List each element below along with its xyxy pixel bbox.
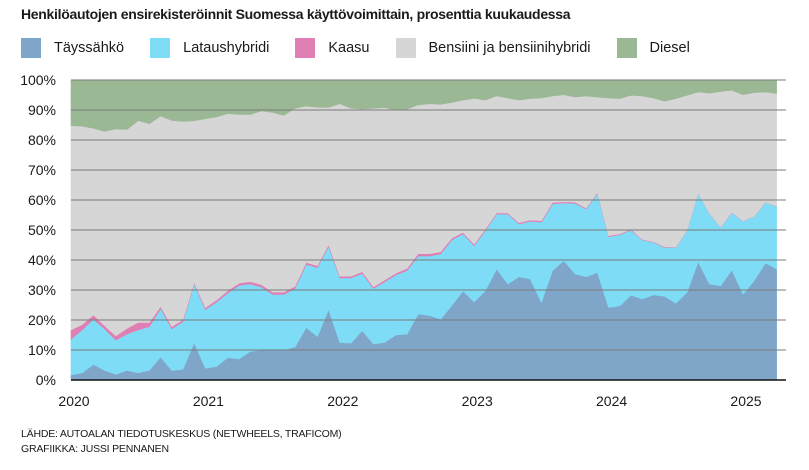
legend-label-kaasu: Kaasu [328,40,370,56]
legend-item-lataushybridi: Lataushybridi [150,38,269,58]
legend-label-tayssahko: Täyssähkö [54,40,125,56]
legend-swatch-diesel [616,38,637,58]
legend-item-diesel: Diesel [616,38,690,58]
x-tick-label: 2020 [58,393,89,409]
legend-swatch-tayssahko [21,38,41,58]
y-tick-label: 80% [28,132,56,148]
y-tick-label: 50% [28,222,56,238]
y-tick-label: 90% [28,102,56,118]
y-tick-label: 70% [28,162,56,178]
graphics-credit: GRAFIIKKA: JUSSI PENNANEN [21,443,169,455]
footer: LÄHDE: AUTOALAN TIEDOTUSKESKUS (NETWHEEL… [21,427,342,457]
legend-item-tayssahko: Täyssähkö [21,38,124,58]
x-tick-label: 2021 [193,393,224,409]
legend-label-lataushybridi: Lataushybridi [183,40,270,56]
gridlines [71,79,786,381]
legend-label-diesel: Diesel [649,40,690,56]
x-tick-label: 2024 [596,393,627,409]
y-tick-label: 30% [28,282,56,298]
y-tick-label: 0% [36,372,56,388]
x-axis-ticks: 2020 2021 2022 2023 2024 2025 [58,393,761,409]
y-tick-label: 60% [28,192,56,208]
x-tick-label: 2025 [730,393,761,409]
y-tick-label: 40% [28,252,56,268]
legend-label-bensiini: Bensiini ja bensiinihybridi [428,40,591,56]
source-note: LÄHDE: AUTOALAN TIEDOTUSKESKUS (NETWHEEL… [21,428,342,440]
legend: Täyssähkö Lataushybridi Kaasu Bensiini j… [21,38,716,58]
y-tick-label: 20% [28,312,56,328]
legend-swatch-bensiini [395,38,416,58]
legend-swatch-lataushybridi [150,38,171,58]
y-tick-label: 100% [20,72,56,88]
y-axis-ticks: 0% 10% 20% 30% 40% 50% 60% 70% 80% 90% 100% [20,72,56,388]
x-tick-label: 2022 [327,393,358,409]
x-tick-label: 2023 [462,393,493,409]
legend-swatch-kaasu [295,38,316,58]
legend-item-bensiini: Bensiini ja bensiinihybridi [395,38,591,58]
legend-item-kaasu: Kaasu [295,38,370,58]
chart-title: Henkilöautojen ensirekisteröinnit Suomes… [21,6,571,22]
y-tick-label: 10% [28,342,56,358]
